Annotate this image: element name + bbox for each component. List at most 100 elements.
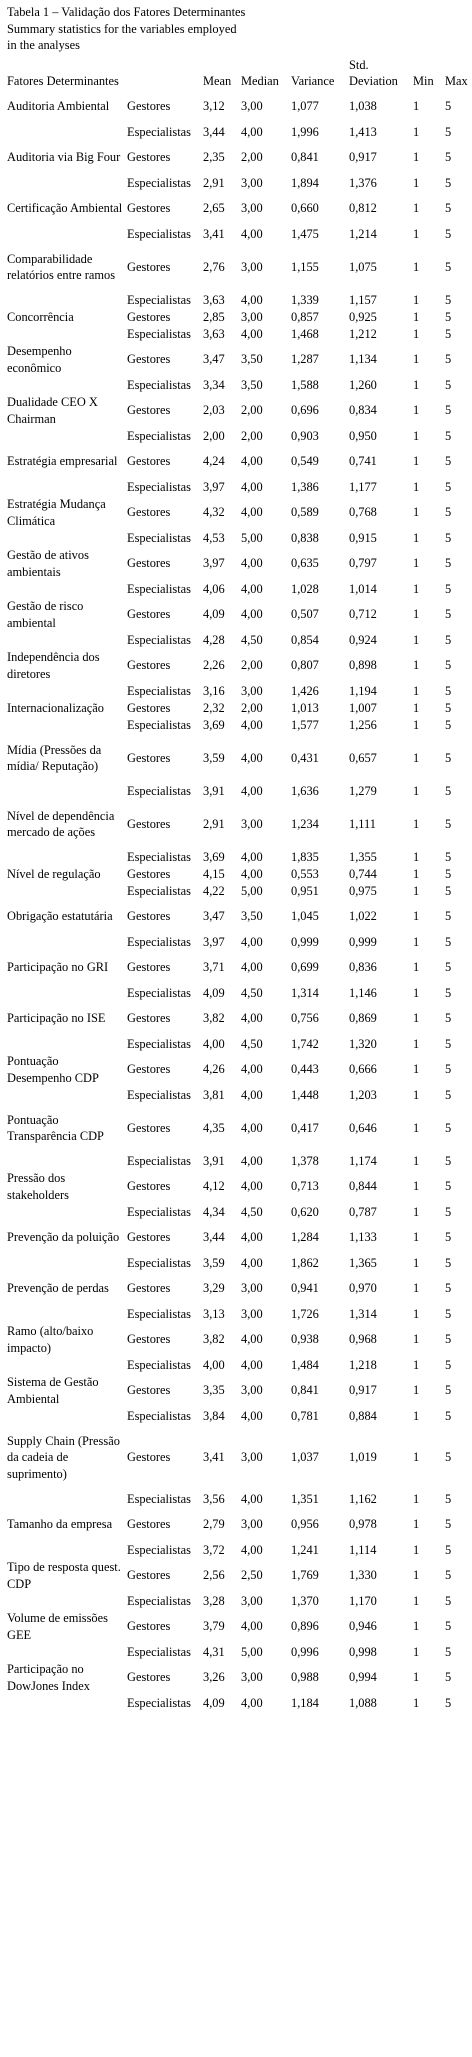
min-cell: 1 [413,1695,420,1710]
std-deviation-cell: 1,170 [349,1593,377,1608]
group-cell: Gestores [127,1517,171,1532]
std-deviation-cell: 1,088 [349,1695,377,1710]
variance-cell: 0,903 [291,428,319,443]
variance-cell: 0,996 [291,1644,319,1659]
median-cell: 4,00 [241,1408,263,1423]
std-deviation-cell: 1,365 [349,1255,377,1270]
group-cell: Gestores [127,201,171,216]
mean-cell: 4,06 [203,581,225,596]
factor-cell [7,226,127,243]
statistics-table: Fatores Determinantes Mean Median Varian… [7,54,469,1712]
group-cell: Especialistas [127,1491,191,1506]
mean-cell: 3,97 [203,934,225,949]
group-cell: Especialistas [127,1542,191,1557]
max-cell: 5 [445,1011,452,1026]
variance-cell: 1,835 [291,849,319,864]
median-cell: 3,00 [241,1383,263,1398]
mean-cell: 2,32 [203,700,225,715]
table-row: Especialistas 4,31 5,00 0,996 0,998 1 5 [7,1644,469,1661]
median-cell: 3,50 [241,377,263,392]
std-deviation-cell: 1,279 [349,783,377,798]
factor-cell [7,1204,127,1221]
max-cell: 5 [445,816,452,831]
mean-cell: 4,28 [203,632,225,647]
variance-cell: 0,549 [291,454,319,469]
factor-cell [7,783,127,800]
variance-cell: 0,443 [291,1062,319,1077]
mean-cell: 3,29 [203,1281,225,1296]
variance-cell: 0,756 [291,1011,319,1026]
max-cell: 5 [445,99,452,114]
median-cell: 4,50 [241,985,263,1000]
factor-cell [7,530,127,547]
group-cell: Especialistas [127,1408,191,1423]
variance-cell: 1,351 [291,1491,319,1506]
group-cell: Especialistas [127,632,191,647]
mean-cell: 3,41 [203,1450,225,1465]
table-row: Especialistas 3,97 4,00 1,386 1,177 1 5 [7,479,469,496]
min-cell: 1 [413,292,420,307]
header-min: Min [413,74,434,88]
median-cell: 5,00 [241,1644,263,1659]
variance-cell: 1,287 [291,352,319,367]
min-cell: 1 [413,866,420,881]
variance-cell: 0,660 [291,201,319,216]
factor-cell: Participação no DowJones Index [7,1662,90,1693]
table-row: Especialistas 4,28 4,50 0,854 0,924 1 5 [7,632,469,649]
variance-cell: 1,862 [291,1255,319,1270]
mean-cell: 3,34 [203,377,225,392]
factor-cell: Auditoria Ambiental [7,99,110,114]
std-deviation-cell: 1,146 [349,985,377,1000]
factor-cell: Desempenho econômico [7,344,72,375]
variance-cell: 1,184 [291,1695,319,1710]
group-cell: Especialistas [127,124,191,139]
min-cell: 1 [413,1357,420,1372]
max-cell: 5 [445,403,452,418]
group-cell: Gestores [127,309,171,324]
mean-cell: 3,59 [203,750,225,765]
std-deviation-cell: 0,994 [349,1670,377,1685]
max-cell: 5 [445,1153,452,1168]
variance-cell: 0,713 [291,1179,319,1194]
std-deviation-cell: 0,787 [349,1204,377,1219]
std-deviation-cell: 1,007 [349,700,377,715]
mean-cell: 2,76 [203,259,225,274]
variance-cell: 0,507 [291,607,319,622]
mean-cell: 4,34 [203,1204,225,1219]
group-cell: Especialistas [127,1357,191,1372]
group-cell: Gestores [127,1120,171,1135]
mean-cell: 3,47 [203,909,225,924]
min-cell: 1 [413,556,420,571]
mean-cell: 3,28 [203,1593,225,1608]
group-cell: Especialistas [127,479,191,494]
factor-cell: Volume de emissões GEE [7,1611,108,1642]
min-cell: 1 [413,175,420,190]
std-deviation-cell: 0,917 [349,1383,377,1398]
mean-cell: 3,84 [203,1408,225,1423]
group-cell: Especialistas [127,292,191,307]
mean-cell: 3,91 [203,783,225,798]
variance-cell: 0,857 [291,309,319,324]
factor-cell: Prevenção de perdas [7,1281,109,1296]
variance-cell: 1,241 [291,1542,319,1557]
median-cell: 4,00 [241,960,263,975]
group-cell: Gestores [127,700,171,715]
median-cell: 5,00 [241,530,263,545]
table-row: Especialistas 3,69 4,00 1,577 1,256 1 5 [7,717,469,734]
table-row: Especialistas 3,13 3,00 1,726 1,314 1 5 [7,1306,469,1323]
mean-cell: 4,09 [203,985,225,1000]
table-row: Especialistas 3,72 4,00 1,241 1,114 1 5 [7,1542,469,1559]
factor-cell [7,849,127,866]
variance-cell: 1,426 [291,683,319,698]
min-cell: 1 [413,1011,420,1026]
std-deviation-cell: 1,022 [349,909,377,924]
group-cell: Especialistas [127,1695,191,1710]
variance-cell: 0,988 [291,1670,319,1685]
max-cell: 5 [445,632,452,647]
min-cell: 1 [413,883,420,898]
factor-cell: Comparabilidade relatórios entre ramos [7,251,116,283]
mean-cell: 2,79 [203,1517,225,1532]
factor-cell: Estratégia empresarial [7,454,118,469]
table-row: Especialistas 4,06 4,00 1,028 1,014 1 5 [7,581,469,598]
variance-cell: 1,996 [291,124,319,139]
